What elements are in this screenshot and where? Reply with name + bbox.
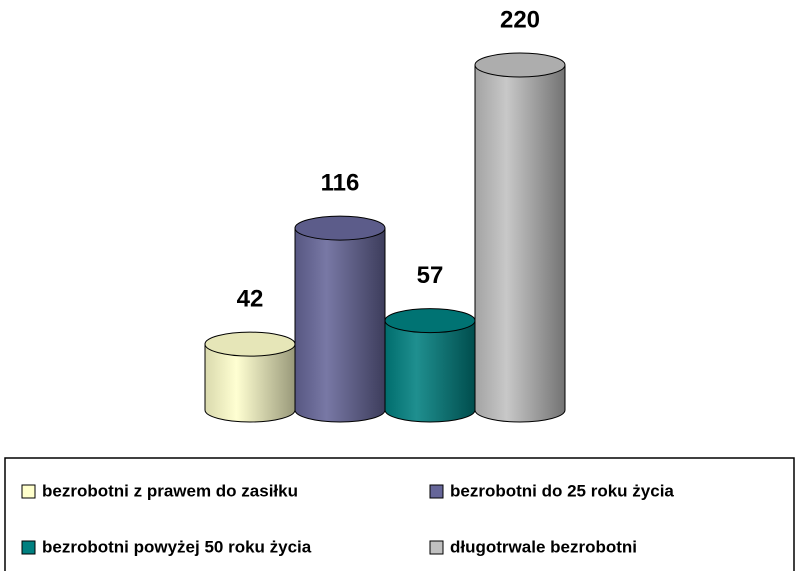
cylinder <box>384 320 476 423</box>
legend-box <box>4 457 795 571</box>
cylinder-top <box>474 52 566 78</box>
cylinder <box>204 343 296 423</box>
cylinder <box>474 64 566 423</box>
legend-swatch <box>429 540 444 555</box>
cylinder-top <box>204 331 296 357</box>
legend-label: bezrobotni powyżej 50 roku życia <box>42 537 312 556</box>
legend-label: bezrobotni z prawem do zasiłku <box>42 481 298 500</box>
value-label: 220 <box>500 6 540 33</box>
cylinder <box>294 227 386 423</box>
value-label: 42 <box>237 285 264 312</box>
cylinder-top <box>294 215 386 241</box>
legend-label: długotrwale bezrobotni <box>450 537 637 556</box>
cylinder-top <box>384 308 476 334</box>
legend-swatch <box>429 484 444 499</box>
legend-swatch <box>21 540 36 555</box>
value-label: 116 <box>321 169 360 196</box>
legend-label: bezrobotni do 25 roku życia <box>450 481 674 500</box>
legend-swatch <box>21 484 36 499</box>
value-label: 57 <box>417 262 444 289</box>
